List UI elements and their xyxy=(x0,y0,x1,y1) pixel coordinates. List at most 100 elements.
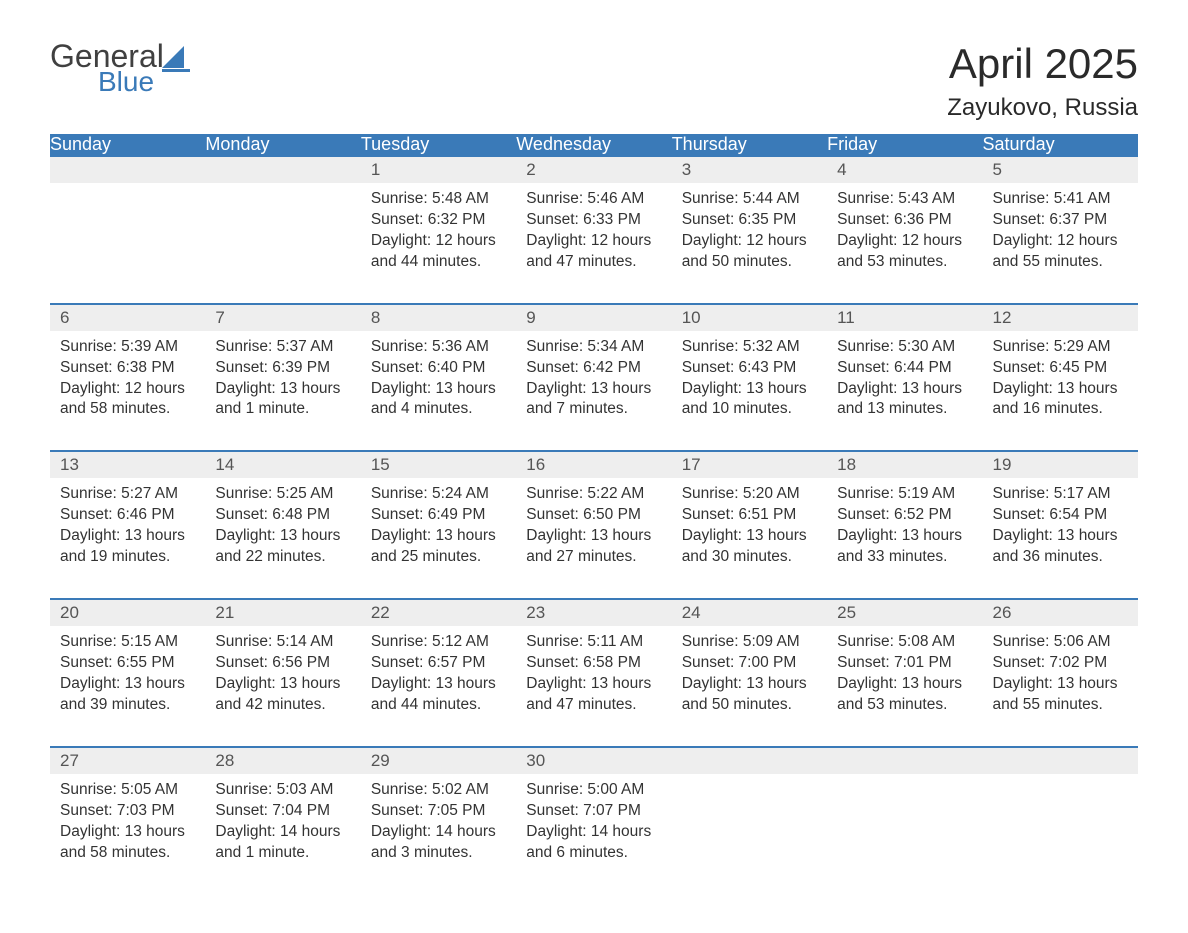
day-number: 26 xyxy=(983,600,1138,626)
day-content: Sunrise: 5:14 AMSunset: 6:56 PMDaylight:… xyxy=(205,626,360,746)
sunrise-line: Sunrise: 5:37 AM xyxy=(215,337,350,358)
daylight-line: Daylight: 14 hours and 6 minutes. xyxy=(526,822,661,864)
day-content: Sunrise: 5:25 AMSunset: 6:48 PMDaylight:… xyxy=(205,478,360,598)
weekday-header-row: SundayMondayTuesdayWednesdayThursdayFrid… xyxy=(50,134,1138,156)
day-number: 24 xyxy=(672,600,827,626)
daylight-line: Daylight: 13 hours and 1 minute. xyxy=(215,379,350,421)
sunset-line: Sunset: 6:37 PM xyxy=(993,210,1128,231)
day-number: 27 xyxy=(50,748,205,774)
day-number: 13 xyxy=(50,452,205,478)
daylight-line: Daylight: 13 hours and 58 minutes. xyxy=(60,822,195,864)
sunset-line: Sunset: 6:49 PM xyxy=(371,505,506,526)
day-cell: 3Sunrise: 5:44 AMSunset: 6:35 PMDaylight… xyxy=(672,156,827,304)
sunrise-line: Sunrise: 5:41 AM xyxy=(993,189,1128,210)
day-number: 25 xyxy=(827,600,982,626)
day-content xyxy=(50,183,205,273)
daylight-line: Daylight: 13 hours and 16 minutes. xyxy=(993,379,1128,421)
day-content: Sunrise: 5:41 AMSunset: 6:37 PMDaylight:… xyxy=(983,183,1138,303)
day-cell: 15Sunrise: 5:24 AMSunset: 6:49 PMDayligh… xyxy=(361,451,516,599)
sunset-line: Sunset: 6:48 PM xyxy=(215,505,350,526)
day-cell: 21Sunrise: 5:14 AMSunset: 6:56 PMDayligh… xyxy=(205,599,360,747)
sunset-line: Sunset: 6:54 PM xyxy=(993,505,1128,526)
logo-text: General Blue xyxy=(50,40,164,96)
sunrise-line: Sunrise: 5:09 AM xyxy=(682,632,817,653)
weekday-header-cell: Tuesday xyxy=(361,134,516,156)
day-cell: 18Sunrise: 5:19 AMSunset: 6:52 PMDayligh… xyxy=(827,451,982,599)
day-number: 2 xyxy=(516,157,671,183)
day-number: 23 xyxy=(516,600,671,626)
sunset-line: Sunset: 7:03 PM xyxy=(60,801,195,822)
day-number: 1 xyxy=(361,157,516,183)
daylight-line: Daylight: 13 hours and 30 minutes. xyxy=(682,526,817,568)
daylight-line: Daylight: 12 hours and 58 minutes. xyxy=(60,379,195,421)
sunset-line: Sunset: 6:33 PM xyxy=(526,210,661,231)
location: Zayukovo, Russia xyxy=(947,94,1138,122)
sunset-line: Sunset: 6:50 PM xyxy=(526,505,661,526)
day-content: Sunrise: 5:03 AMSunset: 7:04 PMDaylight:… xyxy=(205,774,360,894)
day-cell: 4Sunrise: 5:43 AMSunset: 6:36 PMDaylight… xyxy=(827,156,982,304)
daylight-line: Daylight: 13 hours and 44 minutes. xyxy=(371,674,506,716)
day-content: Sunrise: 5:22 AMSunset: 6:50 PMDaylight:… xyxy=(516,478,671,598)
day-cell: 23Sunrise: 5:11 AMSunset: 6:58 PMDayligh… xyxy=(516,599,671,747)
day-cell: 22Sunrise: 5:12 AMSunset: 6:57 PMDayligh… xyxy=(361,599,516,747)
day-number: 4 xyxy=(827,157,982,183)
day-cell: 28Sunrise: 5:03 AMSunset: 7:04 PMDayligh… xyxy=(205,747,360,894)
day-cell: 11Sunrise: 5:30 AMSunset: 6:44 PMDayligh… xyxy=(827,304,982,452)
day-content: Sunrise: 5:20 AMSunset: 6:51 PMDaylight:… xyxy=(672,478,827,598)
sunrise-line: Sunrise: 5:39 AM xyxy=(60,337,195,358)
sunrise-line: Sunrise: 5:27 AM xyxy=(60,484,195,505)
day-number: 18 xyxy=(827,452,982,478)
day-number: 29 xyxy=(361,748,516,774)
daylight-line: Daylight: 13 hours and 27 minutes. xyxy=(526,526,661,568)
logo: General Blue xyxy=(50,40,190,96)
title-block: April 2025 Zayukovo, Russia xyxy=(947,40,1138,122)
day-cell: 16Sunrise: 5:22 AMSunset: 6:50 PMDayligh… xyxy=(516,451,671,599)
sunrise-line: Sunrise: 5:19 AM xyxy=(837,484,972,505)
day-content: Sunrise: 5:32 AMSunset: 6:43 PMDaylight:… xyxy=(672,331,827,451)
sunrise-line: Sunrise: 5:30 AM xyxy=(837,337,972,358)
day-cell xyxy=(205,156,360,304)
day-content: Sunrise: 5:02 AMSunset: 7:05 PMDaylight:… xyxy=(361,774,516,894)
sunrise-line: Sunrise: 5:05 AM xyxy=(60,780,195,801)
sunrise-line: Sunrise: 5:46 AM xyxy=(526,189,661,210)
day-content: Sunrise: 5:12 AMSunset: 6:57 PMDaylight:… xyxy=(361,626,516,746)
day-number: 7 xyxy=(205,305,360,331)
day-content: Sunrise: 5:15 AMSunset: 6:55 PMDaylight:… xyxy=(50,626,205,746)
daylight-line: Daylight: 13 hours and 53 minutes. xyxy=(837,674,972,716)
week-row: 1Sunrise: 5:48 AMSunset: 6:32 PMDaylight… xyxy=(50,156,1138,304)
day-cell xyxy=(50,156,205,304)
day-cell xyxy=(827,747,982,894)
sunset-line: Sunset: 6:51 PM xyxy=(682,505,817,526)
day-cell: 1Sunrise: 5:48 AMSunset: 6:32 PMDaylight… xyxy=(361,156,516,304)
day-cell: 2Sunrise: 5:46 AMSunset: 6:33 PMDaylight… xyxy=(516,156,671,304)
sunrise-line: Sunrise: 5:48 AM xyxy=(371,189,506,210)
sunset-line: Sunset: 6:32 PM xyxy=(371,210,506,231)
day-content: Sunrise: 5:24 AMSunset: 6:49 PMDaylight:… xyxy=(361,478,516,598)
daylight-line: Daylight: 13 hours and 50 minutes. xyxy=(682,674,817,716)
sunset-line: Sunset: 6:58 PM xyxy=(526,653,661,674)
daylight-line: Daylight: 14 hours and 3 minutes. xyxy=(371,822,506,864)
day-cell: 30Sunrise: 5:00 AMSunset: 7:07 PMDayligh… xyxy=(516,747,671,894)
header: General Blue April 2025 Zayukovo, Russia xyxy=(50,40,1138,122)
day-cell: 6Sunrise: 5:39 AMSunset: 6:38 PMDaylight… xyxy=(50,304,205,452)
day-content: Sunrise: 5:39 AMSunset: 6:38 PMDaylight:… xyxy=(50,331,205,451)
sunset-line: Sunset: 6:57 PM xyxy=(371,653,506,674)
day-content: Sunrise: 5:36 AMSunset: 6:40 PMDaylight:… xyxy=(361,331,516,451)
day-number: 15 xyxy=(361,452,516,478)
sunset-line: Sunset: 6:55 PM xyxy=(60,653,195,674)
day-content: Sunrise: 5:48 AMSunset: 6:32 PMDaylight:… xyxy=(361,183,516,303)
day-content: Sunrise: 5:34 AMSunset: 6:42 PMDaylight:… xyxy=(516,331,671,451)
day-number: 5 xyxy=(983,157,1138,183)
weekday-header-cell: Wednesday xyxy=(516,134,671,156)
daylight-line: Daylight: 13 hours and 4 minutes. xyxy=(371,379,506,421)
week-row: 27Sunrise: 5:05 AMSunset: 7:03 PMDayligh… xyxy=(50,747,1138,894)
day-content xyxy=(205,183,360,273)
sunrise-line: Sunrise: 5:15 AM xyxy=(60,632,195,653)
day-number: 10 xyxy=(672,305,827,331)
sunset-line: Sunset: 6:46 PM xyxy=(60,505,195,526)
sunset-line: Sunset: 6:40 PM xyxy=(371,358,506,379)
weekday-header-cell: Saturday xyxy=(983,134,1138,156)
sunrise-line: Sunrise: 5:08 AM xyxy=(837,632,972,653)
sunrise-line: Sunrise: 5:24 AM xyxy=(371,484,506,505)
sunrise-line: Sunrise: 5:20 AM xyxy=(682,484,817,505)
